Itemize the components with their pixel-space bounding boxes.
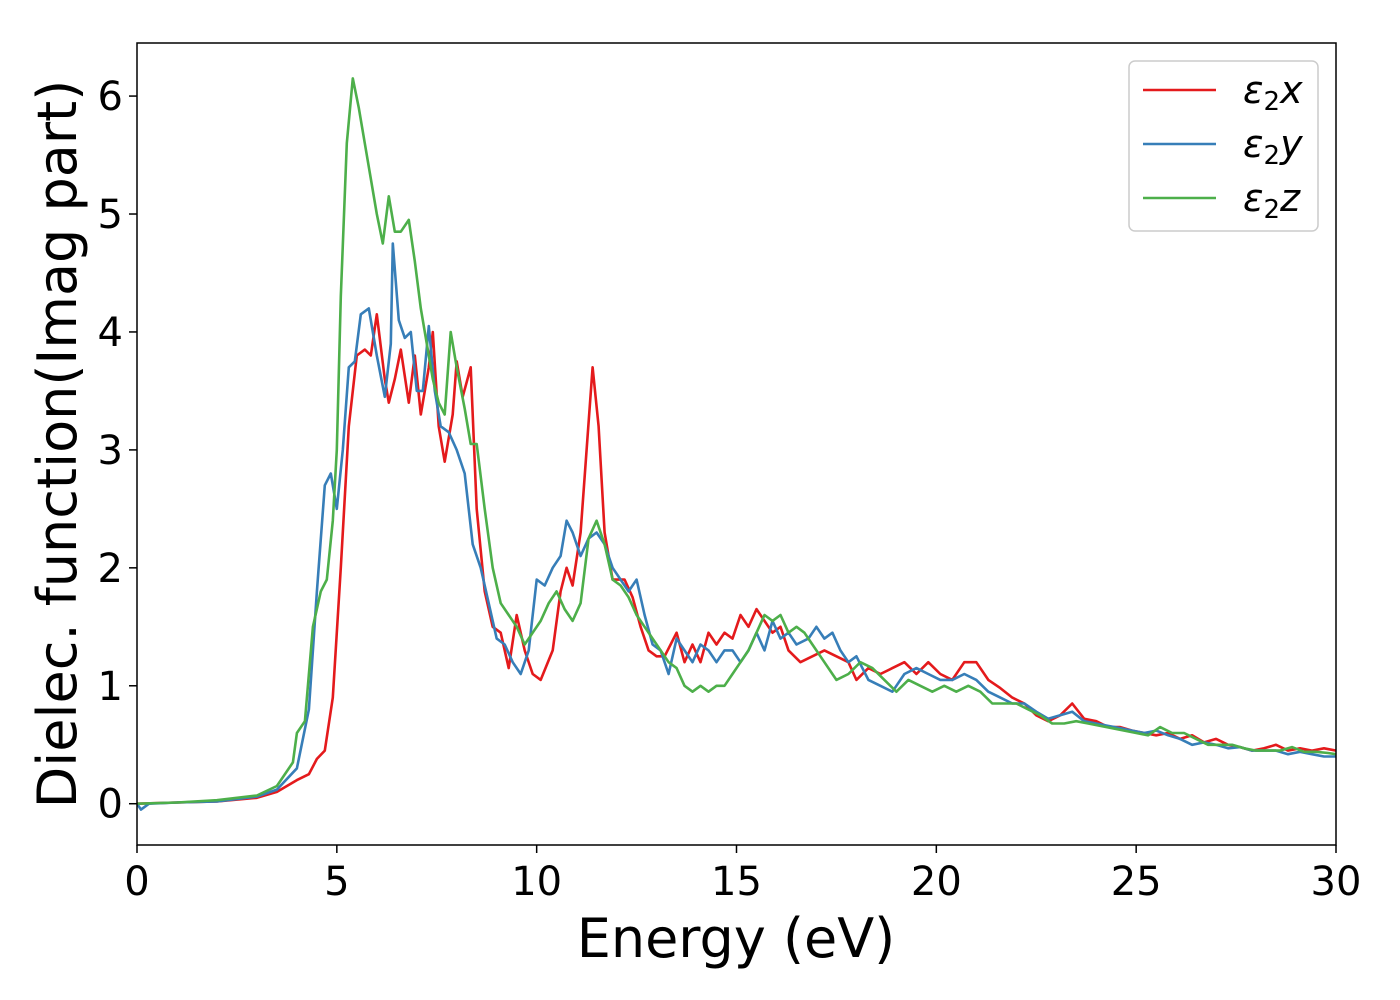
y-tick-label: 0 (98, 782, 123, 828)
x-tick-label: 20 (911, 859, 962, 905)
x-tick-label: 15 (711, 859, 762, 905)
y-tick-label: 6 (98, 74, 123, 120)
legend-items: ε2x ε2y ε2z (1143, 68, 1303, 225)
series-layer (137, 77, 1336, 811)
y-tick-label: 1 (98, 664, 123, 710)
legend-label-y: ε2y (1243, 122, 1303, 171)
series-line-z (137, 77, 1336, 805)
series-line-y (137, 242, 1336, 811)
y-tick-label: 4 (98, 310, 123, 356)
x-tick-label: 30 (1311, 859, 1362, 905)
x-tick-label: 5 (324, 859, 349, 905)
y-axis: 0 1 2 3 4 5 6 (98, 74, 137, 828)
x-tick-label: 25 (1111, 859, 1162, 905)
x-axis: 0 5 10 15 20 25 30 (124, 845, 1361, 905)
x-tick-label: 10 (511, 859, 562, 905)
legend-label-x: ε2x (1243, 68, 1303, 117)
x-tick-label: 0 (124, 859, 149, 905)
legend-label-z: ε2z (1243, 176, 1301, 225)
legend: ε2x ε2y ε2z (1128, 60, 1319, 232)
x-axis-label: Energy (eV) (577, 907, 896, 970)
y-tick-label: 5 (98, 192, 123, 238)
y-tick-label: 3 (98, 428, 123, 474)
y-axis-label: Dielec. function(Imag part) (26, 80, 89, 809)
y-tick-label: 2 (98, 546, 123, 592)
legend-box (1128, 60, 1319, 232)
